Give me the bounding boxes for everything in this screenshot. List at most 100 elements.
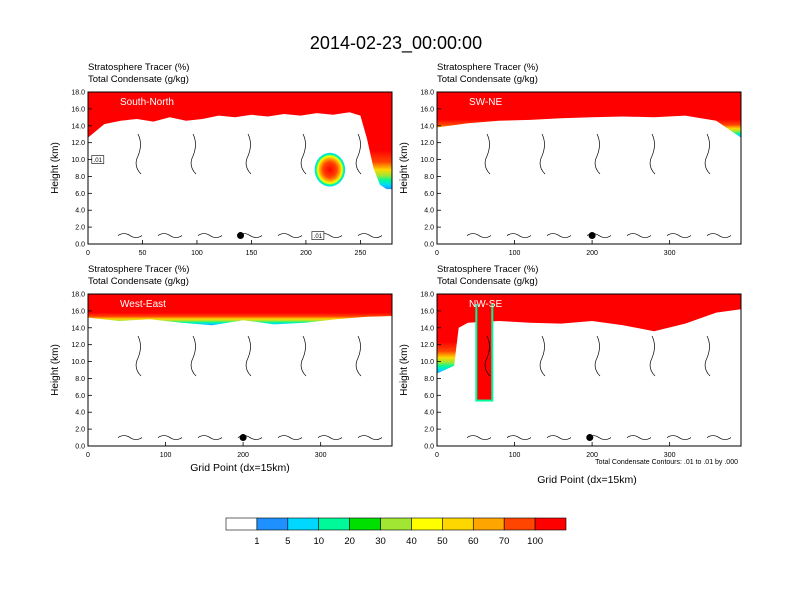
x-tick-label: 250: [355, 250, 367, 257]
y-tick-label: 4.0: [75, 208, 85, 215]
y-tick-label: 18.0: [420, 292, 434, 299]
colorbar-label: 1: [254, 536, 259, 547]
colorbar-swatch: [256, 517, 289, 531]
location-marker: [239, 434, 247, 442]
colorbar-label: 5: [285, 536, 290, 547]
panel-graphics: .01 .01 South-North 0.0 2.0 4.0 6.0 8.0 10.0 12.0…: [71, 90, 742, 459]
condensate-contours-upper: [135, 335, 362, 377]
x-tick-label: 0: [86, 452, 90, 459]
panel-label: NW-SE: [469, 299, 502, 310]
plot-frame: [436, 293, 742, 447]
location-marker: [586, 434, 594, 442]
x-tick-label: 300: [664, 452, 676, 459]
condensate-contours-upper: [484, 133, 711, 175]
x-tick-label: 200: [237, 452, 249, 459]
y-tick-label: 18.0: [420, 90, 434, 97]
x-tick-label: 100: [509, 250, 521, 257]
colorbar-swatch: [442, 517, 474, 531]
stratosphere-tracer-field: [88, 92, 392, 190]
condensate-contours-low: [117, 435, 383, 440]
y-tick-label: 2.0: [75, 225, 85, 232]
x-tick-label: 300: [664, 250, 676, 257]
x-tick-label: 50: [139, 250, 147, 257]
x-tick-label: 200: [586, 250, 598, 257]
stratosphere-tracer-field: [437, 294, 741, 374]
x-tick-label: 100: [509, 452, 521, 459]
y-tick-label: 8.0: [75, 174, 85, 181]
y-tick-label: 18.0: [71, 90, 85, 97]
plot-area: SW-NE 0.0 2.0 4.0 6.0 8.0 10.0 12.0 14.0 16.0 18.0…: [420, 90, 742, 257]
plot-frame: [436, 91, 742, 245]
y-tick-label: 10.0: [71, 359, 85, 366]
contour-label: .01: [94, 158, 103, 164]
x-tick-label: 0: [435, 452, 439, 459]
plot-area: .01 .01 South-North 0.0 2.0 4.0 6.0 8.0 10.0 12.0…: [71, 90, 393, 257]
y-tick-label: 0.0: [424, 444, 434, 451]
y-tick-label: 0.0: [424, 242, 434, 249]
y-tick-label: 8.0: [424, 174, 434, 181]
y-tick-label: 2.0: [424, 427, 434, 434]
location-marker: [237, 232, 245, 240]
panel-sw-ne: Stratosphere Tracer (%) Total Condensate…: [399, 62, 538, 194]
panel-header-line-1: Stratosphere Tracer (%): [437, 264, 538, 275]
y-axis-label: Height (km): [399, 344, 410, 396]
panel-header-line-1: Stratosphere Tracer (%): [88, 62, 189, 73]
figure-title: 2014-02-23_00:00:00: [310, 33, 482, 54]
y-tick-label: 14.0: [420, 123, 434, 130]
colorbar-swatch: [318, 517, 350, 531]
x-axis-label: Grid Point (dx=15km): [190, 462, 290, 474]
contour-note: Total Condensate Contours: .01 to .01 by…: [595, 459, 738, 466]
contour-label-box: [311, 231, 325, 240]
x-tick-label: 100: [160, 452, 172, 459]
colorbar-swatch: [225, 517, 258, 531]
panel-header-line-2: Total Condensate (g/kg): [437, 276, 538, 287]
y-tick-label: 6.0: [75, 393, 85, 400]
y-tick-label: 18.0: [71, 292, 85, 299]
stratosphere-tracer-field: [437, 92, 741, 138]
plot-area: NW-SE 0.0 2.0 4.0 6.0 8.0 10.0 12.0 14.0 16.0 18.0…: [420, 292, 742, 459]
colorbar: 1 5 10 20 30 40 50 60 70 100: [225, 517, 567, 547]
y-axis-label: Height (km): [50, 142, 61, 194]
condensate-contours-upper: [135, 133, 362, 175]
colorbar-swatch: [411, 517, 443, 531]
y-tick-label: 14.0: [71, 123, 85, 130]
x-tick-label: 200: [300, 250, 312, 257]
panel-south-north: Stratosphere Tracer (%) Total Condensate…: [50, 62, 189, 194]
y-tick-label: 8.0: [424, 376, 434, 383]
y-tick-label: 16.0: [71, 308, 85, 315]
colorbar-swatch: [380, 517, 412, 531]
colorbar-swatch: [534, 517, 567, 531]
condensate-contours-low: [466, 233, 732, 238]
colorbar-label: 40: [406, 536, 417, 547]
y-tick-label: 4.0: [75, 410, 85, 417]
y-tick-label: 0.0: [75, 242, 85, 249]
colorbar-label: 70: [499, 536, 510, 547]
panel-header-line-2: Total Condensate (g/kg): [88, 74, 189, 85]
y-tick-label: 4.0: [424, 208, 434, 215]
y-tick-label: 16.0: [71, 106, 85, 113]
panel-west-east: Stratosphere Tracer (%) Total Condensate…: [50, 264, 290, 474]
y-tick-label: 12.0: [71, 342, 85, 349]
colorbar-label: 60: [468, 536, 479, 547]
plot-content: [437, 92, 741, 240]
y-tick-label: 10.0: [420, 359, 434, 366]
y-tick-label: 6.0: [424, 191, 434, 198]
x-tick-label: 150: [246, 250, 258, 257]
plot-content: [88, 294, 392, 442]
condensate-contours-low: [466, 435, 732, 440]
y-tick-label: 2.0: [75, 427, 85, 434]
plot-content: .01 .01: [88, 92, 392, 240]
plot-frame: [87, 91, 393, 245]
panel-label: SW-NE: [469, 97, 502, 108]
y-tick-label: 6.0: [75, 191, 85, 198]
plot-area: West-East 0.0 2.0 4.0 6.0 8.0 10.0 12.0 14.0 16.0…: [71, 292, 393, 459]
y-tick-label: 2.0: [424, 225, 434, 232]
panel-header-line-1: Stratosphere Tracer (%): [437, 62, 538, 73]
panel-label: South-North: [120, 97, 174, 108]
colorbar-label: 50: [437, 536, 448, 547]
y-tick-label: 16.0: [420, 106, 434, 113]
location-marker: [588, 232, 596, 240]
panel-header-line-2: Total Condensate (g/kg): [88, 276, 189, 287]
y-tick-label: 4.0: [424, 410, 434, 417]
